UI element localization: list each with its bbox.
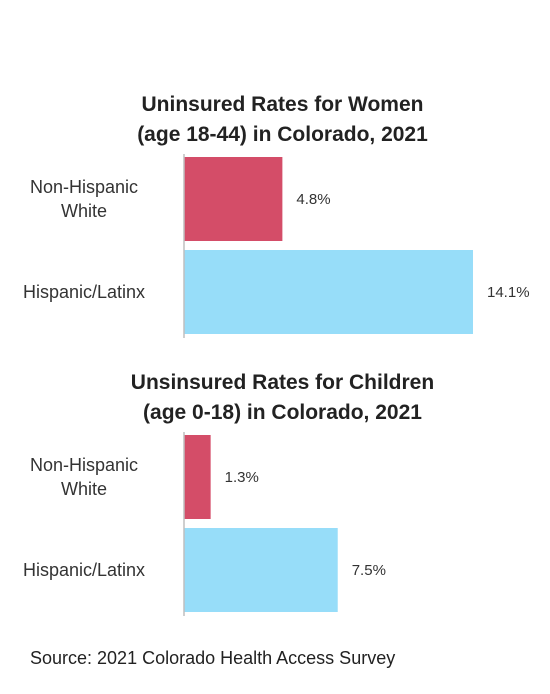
chart-children: Unsinsured Rates for Children (age 0-18)… [0, 358, 550, 620]
chart-title-line-2: (age 18-44) in Colorado, 2021 [137, 123, 428, 146]
data-label: 4.8% [296, 191, 330, 208]
category-label: Hispanic/Latinx [23, 282, 145, 302]
chart-title: Uninsured Rates for Women (age 18-44) in… [0, 90, 550, 150]
category-label: Non-Hispanic [30, 177, 138, 197]
chart-title-line-1: Uninsured Rates for Women [141, 93, 424, 116]
data-label: 14.1% [487, 284, 530, 301]
chart-title: Unsinsured Rates for Children (age 0-18)… [0, 368, 550, 428]
category-label: Non-Hispanic [30, 455, 138, 475]
bar-non-hispanic-white [184, 435, 211, 519]
chart-title-line-2: (age 0-18) in Colorado, 2021 [143, 401, 422, 424]
category-label: White [61, 201, 107, 221]
bar-hispanic-latinx [184, 250, 473, 334]
category-label: Hispanic/Latinx [23, 560, 145, 580]
data-label: 1.3% [225, 469, 259, 486]
bar-chart-children: 1.3% Non-Hispanic White 7.5% Hispanic/Latinx [23, 432, 386, 616]
category-label: White [61, 479, 107, 499]
source-note: Source: 2021 Colorado Health Access Surv… [30, 648, 396, 668]
data-label: 7.5% [352, 562, 386, 579]
bar-non-hispanic-white [184, 157, 283, 241]
chart-title-line-1: Unsinsured Rates for Children [130, 371, 435, 394]
chart-women: Uninsured Rates for Women (age 18-44) in… [0, 80, 550, 342]
bar-chart-women: 4.8% Non-Hispanic White 14.1% Hispanic/Latin… [23, 154, 530, 338]
bar-hispanic-latinx [184, 528, 338, 612]
